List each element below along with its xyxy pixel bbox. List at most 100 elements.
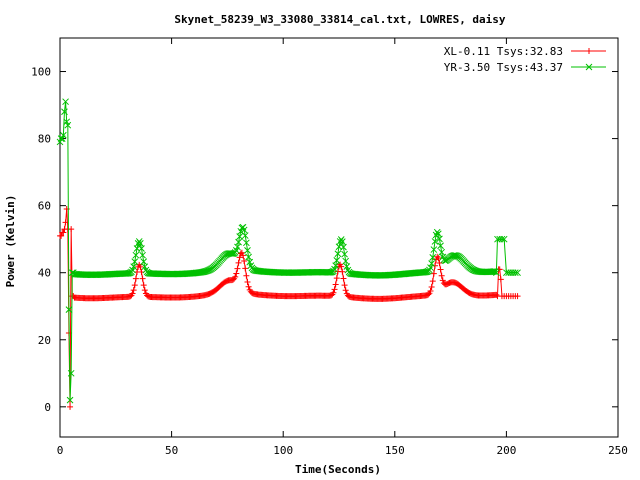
data-point (342, 287, 349, 294)
data-point (340, 243, 347, 251)
x-tick-label: 100 (273, 444, 293, 457)
data-point (452, 252, 460, 259)
data-point (337, 236, 345, 243)
data-point (436, 235, 443, 243)
data-point (338, 238, 346, 245)
data-point (240, 226, 248, 234)
data-point (136, 240, 144, 247)
y-tick-label: 80 (38, 133, 51, 146)
data-point (338, 263, 345, 270)
data-point (437, 266, 444, 273)
data-point (430, 246, 438, 253)
data-point (132, 251, 140, 259)
data-point (139, 275, 146, 282)
data-point (130, 287, 137, 294)
data-point (62, 219, 69, 226)
data-point (128, 268, 135, 276)
y-tick-label: 100 (31, 66, 51, 79)
data-point (129, 290, 136, 297)
data-point (243, 272, 250, 279)
data-point (138, 245, 145, 252)
data-point (236, 254, 243, 261)
legend-marker (586, 48, 592, 54)
data-point (425, 291, 432, 298)
data-point (235, 259, 242, 266)
data-point (511, 269, 519, 277)
data-point (341, 250, 348, 258)
data-point (430, 270, 437, 277)
data-point (61, 108, 68, 116)
data-point (493, 291, 500, 298)
data-point (132, 275, 139, 282)
data-point (65, 306, 73, 313)
y-axis: 0 20 40 60 80 100 (31, 66, 618, 414)
data-point (68, 226, 75, 233)
data-point (130, 263, 138, 270)
data-point (244, 279, 251, 286)
data-point (240, 252, 247, 259)
data-point (60, 229, 67, 236)
series-line (60, 208, 518, 407)
data-point (330, 267, 337, 275)
data-point (514, 293, 521, 300)
data-point (429, 278, 436, 285)
data-point (332, 281, 339, 288)
data-point (241, 232, 249, 239)
data-point (334, 250, 342, 258)
legend: XL-0.11 Tsys:32.83 YR-3.50 Tsys:43.37 (444, 45, 606, 74)
data-point (231, 249, 239, 256)
x-axis: 0 50 100 150 200 250 (57, 38, 628, 457)
data-point (342, 257, 350, 265)
data-point (241, 258, 248, 265)
series-line (59, 101, 518, 401)
y-tick-label: 0 (44, 401, 51, 414)
data-point (67, 403, 74, 410)
data-point (339, 268, 346, 275)
data-point (140, 258, 148, 265)
y-tick-label: 20 (38, 334, 51, 347)
x-axis-label: Time(Seconds) (295, 463, 381, 476)
data-point (497, 276, 504, 283)
data-point (137, 263, 144, 270)
data-point (62, 98, 69, 106)
series-xl (57, 206, 521, 410)
legend-label: YR-3.50 Tsys:43.37 (444, 61, 563, 74)
data-point (341, 282, 348, 289)
y-tick-label: 60 (38, 200, 51, 213)
data-point (340, 275, 347, 282)
data-point (333, 275, 340, 282)
data-point (441, 257, 449, 265)
data-point (243, 239, 250, 247)
x-tick-label: 0 (57, 444, 64, 457)
data-point (233, 270, 240, 277)
y-axis-label: Power (Kelvin) (4, 195, 17, 288)
data-point (336, 238, 344, 245)
data-point (57, 135, 65, 142)
y-tick-label: 40 (38, 267, 51, 280)
data-point (435, 255, 442, 262)
data-point (140, 282, 147, 289)
data-point (434, 230, 442, 238)
series-layer (56, 98, 521, 410)
data-point (234, 265, 241, 272)
x-tick-label: 150 (385, 444, 405, 457)
legend-label: XL-0.11 Tsys:32.83 (444, 45, 563, 58)
data-point (131, 282, 138, 289)
data-point (139, 251, 146, 259)
data-point (135, 238, 143, 245)
data-point (232, 273, 239, 280)
data-point (429, 254, 437, 261)
data-point (131, 258, 139, 265)
data-point (238, 249, 245, 256)
data-point (436, 260, 443, 267)
data-point (500, 235, 508, 243)
legend-marker (585, 63, 593, 71)
data-point (242, 265, 249, 272)
data-point (437, 242, 444, 250)
data-point (333, 257, 341, 264)
data-point (64, 121, 72, 129)
data-point (514, 269, 521, 277)
data-point (134, 240, 142, 247)
data-point (244, 246, 251, 254)
